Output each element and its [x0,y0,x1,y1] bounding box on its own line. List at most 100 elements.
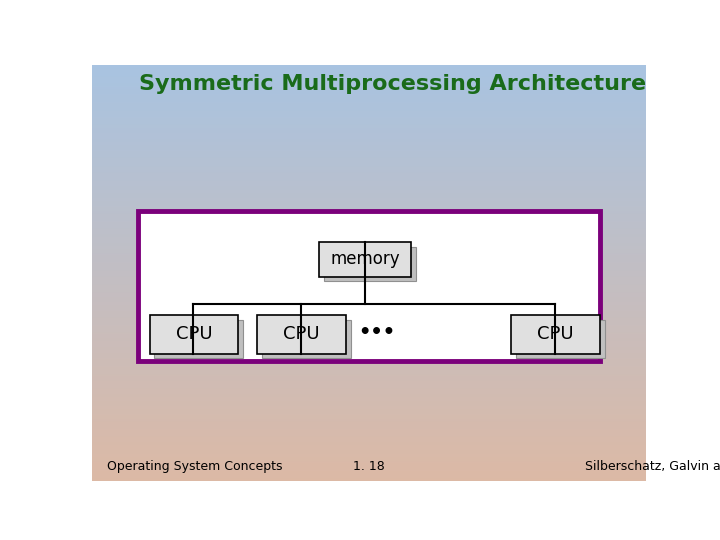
Bar [516,320,605,358]
Bar [92,300,647,302]
Bar [92,144,647,146]
Bar [92,69,647,71]
Bar [92,179,647,181]
Bar [92,217,647,219]
Bar [92,356,647,358]
Bar [92,414,647,416]
Bar [92,435,647,437]
Bar [92,273,647,275]
Bar [92,163,647,165]
Bar [92,121,647,123]
Bar [92,238,647,239]
Bar [257,315,346,354]
Bar [92,314,647,316]
Bar [92,275,647,277]
Bar [92,287,647,289]
Bar [92,241,647,244]
Bar [92,167,647,168]
Bar [92,416,647,418]
Bar [92,85,647,87]
Bar [92,431,647,433]
Bar [92,341,647,343]
Bar [92,329,647,331]
Bar [92,223,647,225]
Bar [92,478,647,481]
Bar [92,343,647,346]
Bar [92,67,647,69]
Bar [92,348,647,349]
Bar [92,410,647,412]
Bar [92,408,647,410]
Bar [92,231,647,233]
Bar [92,254,647,256]
Bar [92,354,647,356]
Bar [92,65,647,67]
Bar [92,75,647,77]
Bar [92,111,647,113]
Bar [92,119,647,121]
Bar [92,285,647,287]
Bar [92,150,647,152]
Bar [92,292,647,294]
Bar [92,202,647,204]
Bar [92,289,647,292]
Bar [92,268,647,271]
Bar [92,148,647,150]
Bar [92,375,647,377]
Bar [92,165,647,167]
Bar [92,79,647,82]
Bar [92,462,647,464]
Bar [92,310,647,312]
Bar [92,210,647,212]
Bar [92,402,647,404]
Bar [92,360,647,362]
Bar [92,252,647,254]
Bar [92,331,647,333]
Bar [92,379,647,381]
Text: 1. 18: 1. 18 [353,460,385,473]
Bar [92,383,647,385]
Bar [92,194,647,196]
Bar [92,335,647,337]
Bar [92,258,647,260]
Bar [92,404,647,406]
Bar [92,113,647,114]
Bar [92,373,647,375]
Bar [92,154,647,156]
Text: Symmetric Multiprocessing Architecture: Symmetric Multiprocessing Architecture [138,74,646,94]
Bar [92,106,647,109]
Bar [92,441,647,443]
Bar [92,427,647,429]
Bar [92,460,647,462]
Bar [92,117,647,119]
Bar [92,447,647,449]
Bar [92,90,647,92]
Bar [92,212,647,214]
Text: CPU: CPU [537,325,574,343]
Bar [92,187,647,190]
Bar [92,71,647,73]
Bar [92,406,647,408]
Bar [92,397,647,400]
Bar [92,200,647,202]
Bar [92,125,647,127]
Bar [92,82,647,84]
Text: CPU: CPU [176,325,212,343]
Bar [92,377,647,379]
Bar [92,271,647,273]
Bar [92,277,647,279]
Bar [92,246,647,248]
Bar [92,391,647,393]
Bar [92,316,647,319]
Bar [92,400,647,402]
Bar [92,322,647,325]
Bar [92,468,647,470]
Bar [92,192,647,194]
Bar [92,308,647,310]
Bar [92,235,647,238]
Bar [92,156,647,158]
Bar [319,242,411,276]
Bar [92,84,647,85]
Bar [92,227,647,229]
Bar [92,127,647,129]
